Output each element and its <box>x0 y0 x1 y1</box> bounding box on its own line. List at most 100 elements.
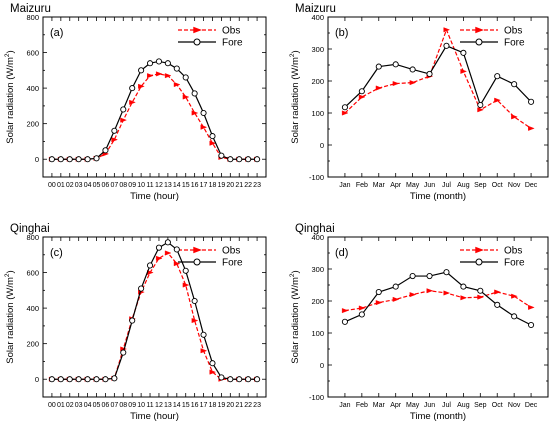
data-point-obs <box>409 80 417 86</box>
data-point-fore <box>102 147 109 154</box>
data-point-obs <box>173 261 181 267</box>
y-tick-label: 100 <box>311 329 324 338</box>
x-tick-label: 11 <box>146 182 153 189</box>
x-tick-label: Nov <box>508 182 521 189</box>
x-tick-label: May <box>406 402 420 409</box>
y-axis-label: Solar radiation (W/m2) <box>4 270 16 363</box>
x-tick-label: Feb <box>356 402 368 409</box>
data-point-fore <box>358 311 365 318</box>
legend-label-obs: Obs <box>222 246 240 257</box>
x-axis-label: Time (hour) <box>130 191 179 202</box>
data-point-obs <box>191 110 199 116</box>
x-tick-label: 06 <box>102 182 110 189</box>
x-tick-label: 23 <box>253 182 261 189</box>
series-line-fore <box>344 45 532 108</box>
x-tick-label: 07 <box>110 182 118 189</box>
x-tick-label: 22 <box>244 402 252 409</box>
data-point-fore <box>93 376 100 383</box>
y-axis-label-close: ) <box>5 270 16 273</box>
y-axis-label-text: Solar radiation (W/m <box>5 277 16 364</box>
data-point-obs <box>528 304 535 310</box>
x-tick-label: Feb <box>356 182 368 189</box>
y-axis-label-close: ) <box>5 50 16 53</box>
x-tick-label: 12 <box>155 402 163 409</box>
legend-marker-fore <box>475 38 483 46</box>
data-point-fore <box>182 74 189 81</box>
data-point-obs <box>341 110 349 116</box>
x-tick-label: Dec <box>525 182 538 189</box>
x-tick-label: Sep <box>474 402 487 409</box>
panel-title: Qinghai <box>295 223 335 235</box>
x-tick-label: 19 <box>218 182 226 189</box>
data-point-fore <box>129 317 136 324</box>
x-tick-label: 02 <box>66 182 74 189</box>
y-tick-label: 0 <box>35 155 39 164</box>
x-tick-label: Oct <box>492 402 503 409</box>
data-point-fore <box>443 42 450 49</box>
data-point-fore <box>341 104 348 111</box>
plot-frame <box>42 236 267 398</box>
data-point-fore <box>375 288 382 296</box>
x-tick-label: 17 <box>200 182 208 189</box>
x-tick-label: 22 <box>244 182 252 189</box>
data-point-obs <box>494 289 501 295</box>
data-point-obs <box>528 125 535 131</box>
data-point-fore <box>209 360 216 367</box>
data-point-obs <box>155 71 163 77</box>
x-tick-label: Jan <box>339 182 350 189</box>
data-point-obs <box>511 114 518 120</box>
legend-marker-fore <box>193 38 201 46</box>
data-point-fore <box>254 376 261 383</box>
data-point-obs <box>209 369 217 375</box>
data-point-obs <box>173 82 181 88</box>
data-point-fore <box>341 318 348 325</box>
data-point-obs <box>120 117 127 123</box>
x-tick-label: 12 <box>155 182 163 189</box>
data-point-fore <box>227 156 234 163</box>
data-point-fore <box>511 81 518 88</box>
data-point-fore <box>173 246 180 253</box>
y-axis-label-close: ) <box>290 270 301 273</box>
y-axis-label-text: Solar radiation (W/m <box>290 277 301 364</box>
x-tick-label: 20 <box>226 402 234 409</box>
data-point-fore <box>173 65 180 72</box>
data-point-obs <box>191 318 199 324</box>
y-tick-label: 0 <box>35 375 39 384</box>
y-tick-label: 300 <box>311 45 324 54</box>
legend-label-fore: Fore <box>504 258 525 269</box>
y-axis-label-sup: 2 <box>4 53 11 57</box>
legend-label-obs: Obs <box>222 26 240 37</box>
data-point-fore <box>138 285 145 292</box>
y-axis-label: Solar radiation (W/m2) <box>4 50 16 143</box>
data-point-obs <box>164 250 172 256</box>
y-axis-label: Solar radiation (W/m2) <box>289 270 301 363</box>
x-tick-label: Jul <box>442 182 451 189</box>
x-tick-label: 06 <box>102 402 110 409</box>
legend-marker-obs <box>193 26 202 34</box>
data-point-fore <box>227 376 234 383</box>
x-tick-label: 19 <box>218 402 226 409</box>
data-point-obs <box>494 97 501 103</box>
data-point-fore <box>75 156 82 163</box>
data-point-obs <box>392 81 400 87</box>
x-tick-label: Jun <box>424 402 435 409</box>
data-point-obs <box>426 288 434 294</box>
data-point-fore <box>84 376 91 383</box>
y-tick-label: 400 <box>311 13 324 22</box>
series-line-fore <box>344 271 532 326</box>
x-tick-label: 10 <box>137 182 145 189</box>
x-tick-label: Apr <box>390 402 402 409</box>
x-tick-label: 00 <box>48 182 56 189</box>
y-tick-label: 600 <box>26 268 39 277</box>
data-point-obs <box>164 73 172 79</box>
panel-title: Maizuru <box>10 3 51 15</box>
y-tick-label: 800 <box>26 233 39 242</box>
panel-label: (b) <box>335 27 348 39</box>
x-tick-label: 18 <box>209 182 217 189</box>
data-point-fore <box>138 67 145 74</box>
data-point-fore <box>236 156 243 163</box>
y-tick-label: 200 <box>311 297 324 306</box>
